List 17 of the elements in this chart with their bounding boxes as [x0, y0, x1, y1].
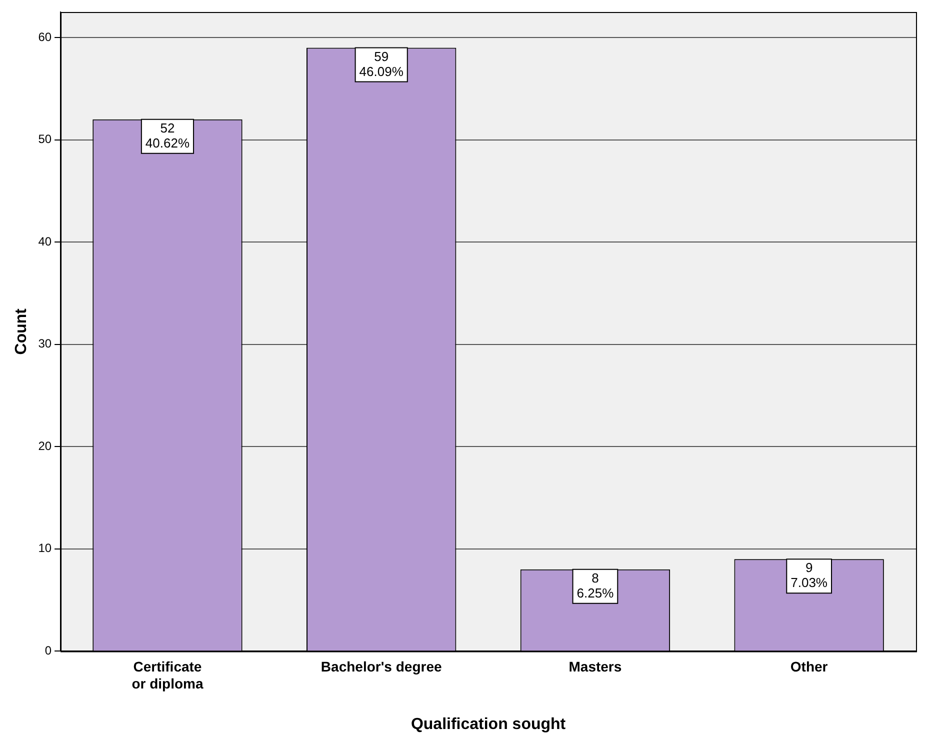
- y-tick-label: 60: [38, 30, 52, 44]
- y-tick-label: 0: [44, 644, 52, 658]
- data-label: 52 40.62%: [145, 120, 190, 150]
- y-tick-label: 30: [38, 336, 52, 351]
- y-axis-title: Count: [13, 308, 30, 355]
- y-tick-label: 20: [38, 438, 52, 453]
- x-tick-label: Certificate or diploma: [132, 658, 204, 692]
- x-axis-title: Qualification sought: [410, 716, 566, 733]
- x-tick-label: Bachelor's degree: [320, 658, 442, 674]
- data-label: 59 46.09%: [359, 48, 404, 79]
- data-label: 9 7.03%: [790, 560, 828, 590]
- y-tick-label: 10: [38, 541, 52, 556]
- x-tick-label: Masters: [568, 658, 622, 674]
- y-tick-label: 40: [38, 234, 52, 248]
- data-label: 8 6.25%: [576, 570, 614, 600]
- x-tick-label: Other: [790, 658, 828, 674]
- y-tick-label: 50: [38, 132, 52, 146]
